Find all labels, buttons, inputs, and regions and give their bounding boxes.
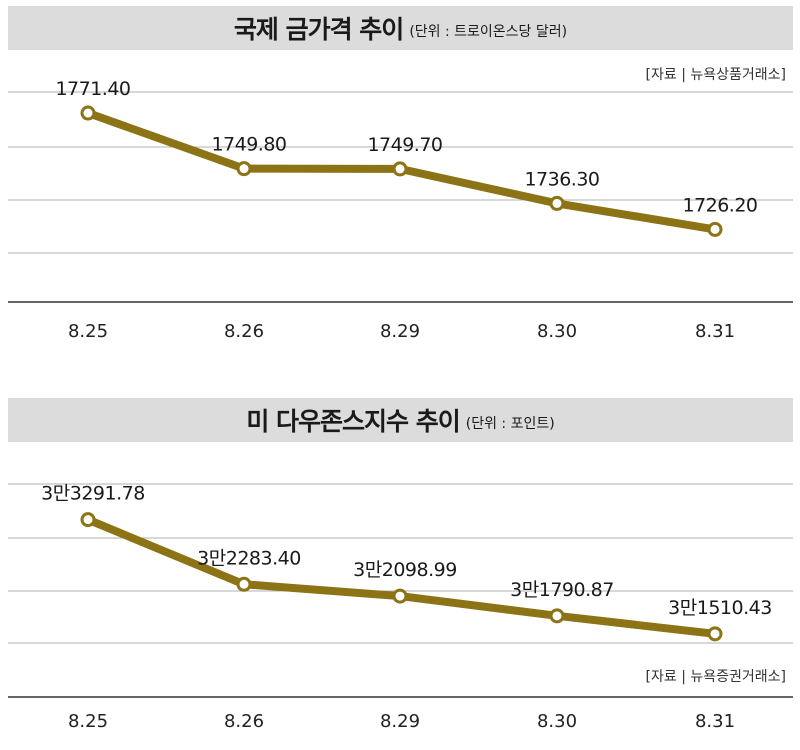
dow-category-label: 8.31 xyxy=(695,711,735,732)
dow-chart-source: [자료 | 뉴욕증권거래소] xyxy=(645,669,786,685)
gold-chart-title: 국제 금가격 추이 xyxy=(233,15,404,44)
dow-data-point xyxy=(80,512,96,528)
dow-chart-title: 미 다우존스지수 추이 xyxy=(246,407,460,436)
gold-data-label: 1749.70 xyxy=(367,134,442,156)
dow-data-label: 3만2098.99 xyxy=(353,559,457,581)
gold-data-point xyxy=(236,161,252,177)
gold-chart-source: [자료 | 뉴욕상품거래소] xyxy=(645,67,786,83)
gold-chart-title-bar: 국제 금가격 추이 (단위 : 트로이온스당 달러) xyxy=(8,6,793,50)
dow-chart-unit-note: (단위 : 포인트) xyxy=(465,416,555,432)
gold-data-label: 1736.30 xyxy=(524,168,599,190)
dow-data-point xyxy=(236,576,252,592)
dow-category-label: 8.26 xyxy=(224,711,264,732)
gold-chart-unit-note: (단위 : 트로이온스당 달러) xyxy=(409,24,568,40)
gold-data-point xyxy=(707,221,723,237)
dow-category-label: 8.29 xyxy=(380,711,420,732)
dow-category-label: 8.30 xyxy=(537,711,577,732)
gold-category-label: 8.29 xyxy=(380,321,420,342)
dow-data-point xyxy=(392,588,408,604)
gold-data-point xyxy=(549,195,565,211)
dow-category-label: 8.25 xyxy=(68,711,108,732)
dow-data-point xyxy=(549,608,565,624)
dow-data-point xyxy=(707,626,723,642)
gold-data-label: 1749.80 xyxy=(211,134,286,156)
dow-data-label: 3만2283.40 xyxy=(197,547,301,569)
gold-category-label: 8.31 xyxy=(695,321,735,342)
dow-data-label: 3만1510.43 xyxy=(668,597,772,619)
dow-data-label: 3만1790.87 xyxy=(510,579,614,601)
gold-data-point xyxy=(392,161,408,177)
gold-category-label: 8.25 xyxy=(68,321,108,342)
dow-data-label: 3만3291.78 xyxy=(41,483,145,505)
gold-category-label: 8.26 xyxy=(224,321,264,342)
gold-data-point xyxy=(80,105,96,121)
gold-data-label: 1726.20 xyxy=(682,194,757,216)
gold-data-label: 1771.40 xyxy=(55,78,130,100)
gold-category-label: 8.30 xyxy=(537,321,577,342)
dow-chart-title-bar: 미 다우존스지수 추이 (단위 : 포인트) xyxy=(8,398,793,442)
